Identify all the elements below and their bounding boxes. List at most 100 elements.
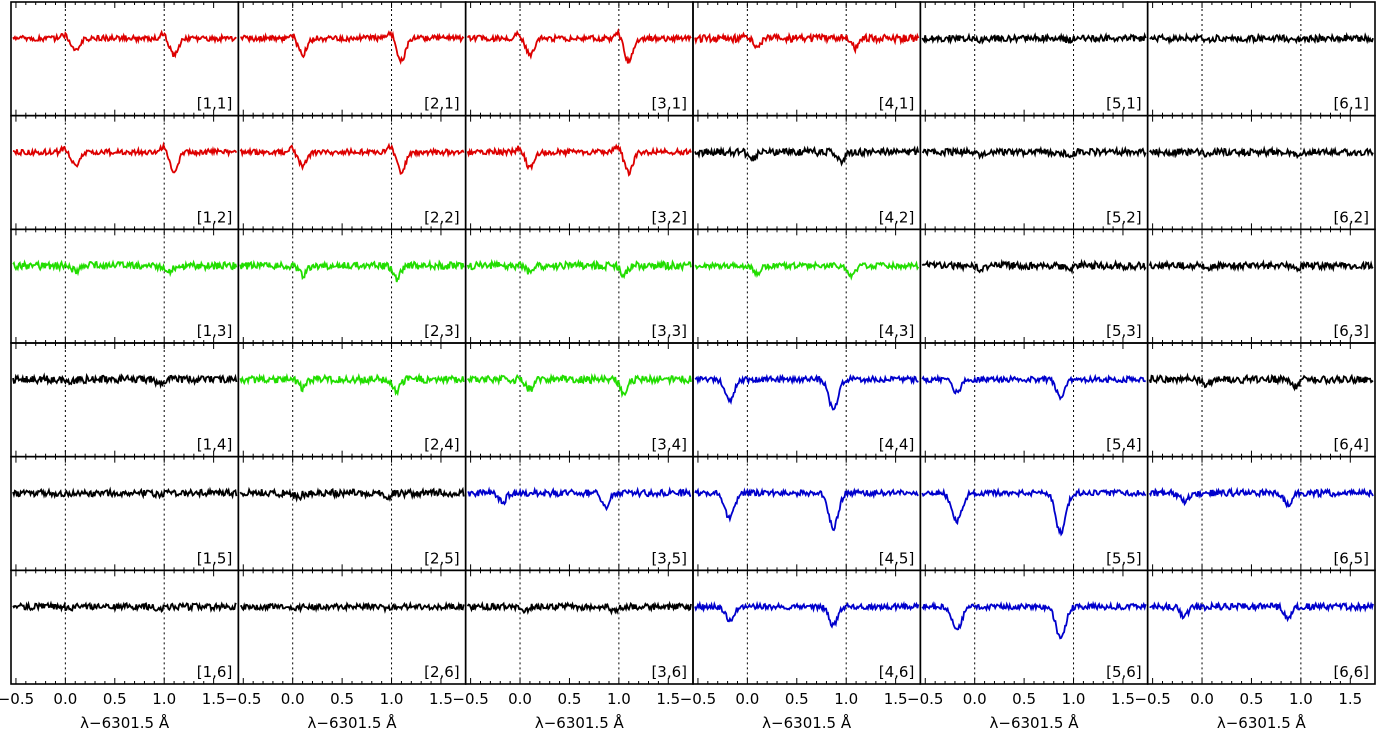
panel-label: [1,6] (197, 663, 233, 681)
panel-label: [2,3] (424, 322, 460, 340)
x-tick-label: −0.5 (680, 690, 716, 708)
spectrum-line (239, 486, 465, 503)
panel-4-1: [4,1] (692, 1, 922, 117)
spectrum-line (12, 486, 238, 500)
spectrum-line (921, 258, 1147, 275)
x-tick-label: 0.5 (785, 690, 809, 708)
panel-2-2: [2,2] (237, 114, 467, 231)
panel-label: [1,5] (197, 549, 233, 567)
panel-label: [6,5] (1333, 549, 1369, 567)
panel-5-1: [5,1] (919, 1, 1149, 117)
panel-3-2: [3,2] (464, 114, 694, 231)
spectrum-line (466, 600, 692, 616)
panel-5-5: [5,5] (919, 455, 1149, 572)
spectrum-line (12, 141, 238, 174)
x-axis-label: λ−6301.5 Å (990, 713, 1080, 732)
x-tick-label: 0.5 (558, 690, 582, 708)
x-tick-label: 0.5 (103, 690, 127, 708)
panel-label: [2,6] (424, 663, 460, 681)
panel-5-3: [5,3] (919, 228, 1149, 344)
spectrum-line (12, 29, 237, 59)
panel-label: [6,1] (1333, 95, 1369, 113)
x-tick-label: 1.5 (656, 690, 680, 708)
panel-label: [3,5] (651, 549, 687, 567)
x-axis-label: λ−6301.5 Å (535, 713, 625, 732)
panel-label: [6,2] (1333, 208, 1369, 226)
panel-3-6: [3,6] (464, 569, 694, 685)
panel-label: [4,3] (879, 322, 915, 340)
x-tick-label: 1.5 (429, 690, 453, 708)
panel-6-5: [6,5] (1146, 455, 1376, 572)
spectrum-line (466, 372, 692, 399)
spectrum-line (239, 258, 465, 283)
panel-label: [6,6] (1333, 663, 1369, 681)
spectrum-line (694, 600, 920, 629)
panel-4-5: [4,5] (692, 455, 922, 572)
panel-6-6: [6,6] (1146, 569, 1376, 685)
panel-label: [3,2] (651, 208, 687, 226)
panel-5-4: [5,4] (919, 342, 1149, 458)
x-tick-label: 1.0 (380, 690, 404, 708)
panel-2-6: [2,6] (237, 569, 467, 685)
x-tick-label: 1.0 (152, 690, 176, 708)
spectrum-line (467, 486, 692, 512)
x-axis-label: λ−6301.5 Å (1217, 713, 1307, 732)
spectrum-line (1149, 600, 1374, 623)
x-axis-col-3: −0.5 0.0 0.5 1.0 1.5 λ−6301.5 Å (452, 690, 680, 732)
panel-6-4: [6,4] (1146, 342, 1376, 458)
panel-label: [5,3] (1106, 322, 1142, 340)
x-axis-label: λ−6301.5 Å (80, 713, 170, 732)
spectrum-line (12, 372, 238, 389)
panel-label: [3,3] (651, 322, 687, 340)
spectrum-line (921, 31, 1147, 45)
x-tick-label: 1.0 (1289, 690, 1313, 708)
x-tick-label: 1.5 (884, 690, 908, 708)
x-tick-label: −0.5 (1134, 690, 1170, 708)
panel-label: [1,3] (197, 322, 233, 340)
x-axis-col-1: −0.5 0.0 0.5 1.0 1.5 λ−6301.5 Å (0, 690, 226, 732)
x-tick-label: 0.5 (330, 690, 354, 708)
panel-4-2: [4,2] (692, 114, 922, 231)
x-tick-label: 1.0 (1062, 690, 1086, 708)
x-axis-label: λ−6301.5 Å (762, 713, 852, 732)
panel-label: [5,5] (1106, 549, 1142, 567)
x-tick-label: 0.0 (963, 690, 987, 708)
spectrum-line (694, 145, 920, 167)
panel-1-1: [1,1] (10, 1, 240, 117)
panel-1-6: [1,6] (10, 569, 240, 685)
panel-3-5: [3,5] (464, 455, 694, 572)
panel-label: [4,4] (879, 436, 915, 454)
panel-label: [1,2] (197, 208, 233, 226)
panel-2-1: [2,1] (237, 1, 467, 117)
x-axes-layer: −0.5 0.0 0.5 1.0 1.5 λ−6301.5 Å −0.5 0.0 0.5 1.0 1… (0, 690, 1362, 732)
x-tick-label: −0.5 (452, 690, 488, 708)
spectrum-line (466, 258, 692, 280)
panel-5-2: [5,2] (919, 114, 1149, 231)
spectrum-line (1148, 259, 1374, 273)
panel-label: [5,6] (1106, 663, 1142, 681)
spectrum-line (921, 145, 1147, 160)
x-tick-label: 0.0 (735, 690, 759, 708)
spectrum-line (466, 27, 692, 65)
x-tick-label: 0.0 (1190, 690, 1214, 708)
spectrum-line (12, 259, 238, 278)
spectrum-line (239, 142, 465, 175)
x-tick-label: 0.5 (1240, 690, 1264, 708)
spectrum-line (1149, 31, 1374, 45)
x-tick-label: −0.5 (907, 690, 943, 708)
panel-label: [3,1] (651, 95, 687, 113)
panel-label: [5,1] (1106, 95, 1142, 113)
panel-2-4: [2,4] (237, 342, 467, 458)
x-axis-col-4: −0.5 0.0 0.5 1.0 1.5 λ−6301.5 Å (680, 690, 908, 732)
panel-1-4: [1,4] (10, 342, 240, 458)
panel-label: [5,2] (1106, 208, 1142, 226)
x-tick-label: −0.5 (0, 690, 34, 708)
panel-label: [4,2] (879, 208, 915, 226)
spectrum-line (240, 30, 465, 66)
panel-label: [4,6] (879, 663, 915, 681)
panel-label: [4,5] (879, 549, 915, 567)
x-axis-label: λ−6301.5 Å (308, 713, 398, 732)
spectrum-line (921, 600, 1147, 640)
panel-label: [2,1] (424, 95, 460, 113)
